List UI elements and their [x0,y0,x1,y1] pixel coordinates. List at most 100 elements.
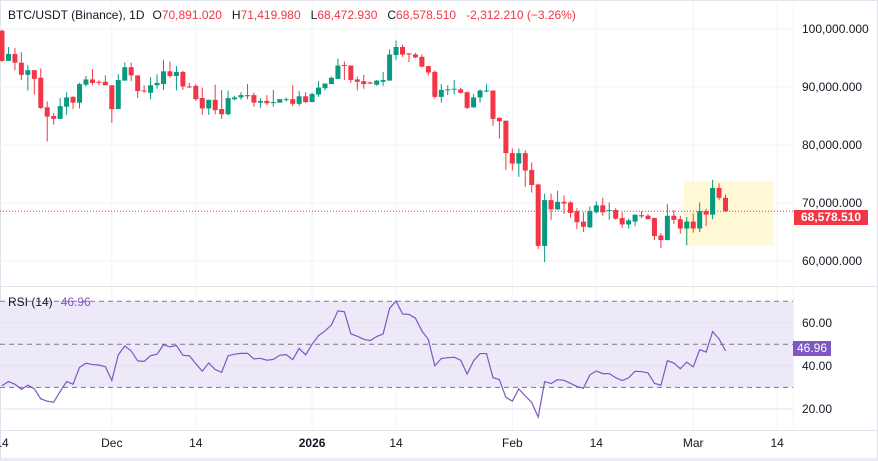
candle-up [445,89,451,91]
candle-down [412,54,418,58]
candles [0,29,793,263]
candle-up [206,99,212,109]
rsi-value-tag: 46.96 [793,341,831,356]
symbol-label[interactable]: BTC/USDT (Binance), 1D [8,8,145,22]
candle-down [38,77,44,108]
candle-down [716,187,722,198]
candle-down [348,65,354,81]
time-tick-label: Dec [101,436,123,450]
change-value: -2,312.210 (−3.26%) [466,8,576,22]
candle-up [484,90,489,92]
candle-up [154,82,160,86]
candle-down [89,79,95,83]
candle-down [31,70,37,79]
candle-up [57,106,63,119]
candle-down [425,66,431,73]
high-label: H [231,8,241,22]
candle-down [535,184,541,246]
candle-down [51,116,57,119]
candle-down [561,201,567,204]
candle-down [574,211,580,223]
candle-up [374,80,380,85]
candle-down [303,96,309,103]
candle-down [70,96,76,103]
candle-down [464,92,470,108]
candle-down [167,71,173,76]
candle-down [186,86,192,88]
open-label: O [152,8,162,22]
open-value: 70,891.020 [161,8,222,22]
time-tick-label: 2026 [298,436,326,450]
candle-down [548,200,554,210]
candle-down [0,30,5,61]
candle-up [232,97,238,100]
candle-up [471,97,477,108]
candle-up [697,211,703,229]
price-tick-label: 60,000.000 [802,254,863,268]
candle-up [606,209,612,211]
candle-down [341,64,347,66]
candle-up [664,215,670,241]
candle-up [516,153,522,164]
candle-up [161,71,166,85]
candle-down [406,53,412,55]
candle-up [5,53,11,61]
candle-down [199,98,205,109]
candle-up [316,87,322,95]
low-label: L [310,8,318,22]
candle-up [626,220,632,225]
time-tick-label: Feb [501,436,523,450]
candle-down [639,215,645,217]
candle-up [477,90,483,98]
candle-up [83,79,89,85]
candle-down [264,100,270,104]
candle-up [122,67,128,81]
candle-up [115,80,121,110]
candle-up [77,84,83,103]
candle-down [580,221,586,227]
candle-down [128,67,134,76]
candle-up [309,93,315,103]
candle-down [212,99,218,111]
close-label: C [387,8,397,22]
candle-up [451,88,457,90]
candle-down [458,89,464,93]
close-value: 68,578.510 [396,8,457,22]
candle-down [290,99,296,104]
candle-up [296,96,302,104]
candle-down [723,197,729,212]
candle-up [277,99,283,103]
candle-down [367,82,373,84]
rsi-tick-label: 60.00 [802,315,833,330]
candle-down [354,79,360,82]
candle-down [619,218,625,225]
candle-up [587,211,593,228]
candle-down [251,95,257,103]
candle-up [380,80,386,82]
candle-down [567,202,573,213]
candle-up [393,46,399,56]
candle-down [135,75,141,92]
candle-down [432,71,438,97]
candle-up [238,95,244,98]
rsi-legend-value: 46.96 [60,295,91,309]
candle-up [257,100,263,103]
candle-down [600,205,606,213]
candle-down [361,81,367,85]
candle-down [109,85,115,110]
candle-down [658,235,664,241]
candle-down [102,81,108,86]
rsi-legend[interactable]: RSI (14) 46.96 [8,295,91,309]
candle-down [529,169,535,186]
rsi-tick-label: 20.00 [802,401,833,416]
candle-down [419,56,425,67]
candle-down [503,120,509,154]
candle-down [12,53,18,63]
candle-up [328,77,334,85]
candle-up [64,97,70,107]
candle-up [283,99,289,101]
candle-up [593,205,599,213]
candle-down [44,107,50,117]
time-tick-label: 14 [389,436,403,450]
